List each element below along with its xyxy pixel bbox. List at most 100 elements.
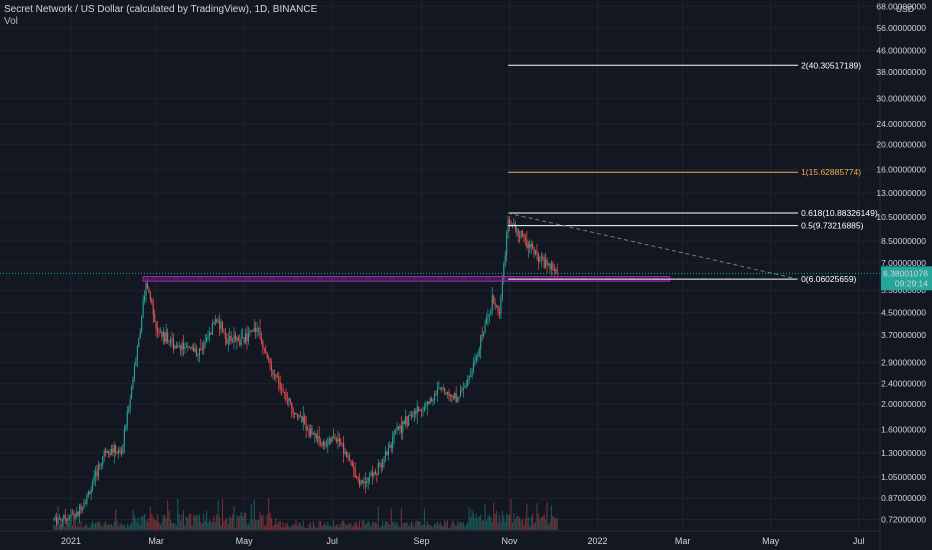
candle-body [213, 323, 215, 325]
volume-bar [123, 524, 125, 530]
candle-body [265, 349, 267, 353]
volume-bar [533, 523, 535, 530]
volume-bar [269, 512, 271, 530]
candle-body [304, 416, 306, 425]
volume-bar [494, 514, 496, 530]
candle-body [90, 489, 92, 494]
volume-bar [309, 522, 312, 530]
volume-bar [240, 511, 242, 530]
candle-body [431, 398, 433, 402]
candle-body [446, 391, 449, 395]
volume-bar [164, 514, 166, 530]
candle-body [295, 412, 297, 415]
candle-body [493, 295, 495, 303]
candle-body [142, 300, 144, 316]
candle-body [86, 494, 88, 504]
volume-bar [536, 503, 538, 530]
candle-body [472, 362, 475, 372]
volume-bar [444, 520, 446, 530]
volume-bar [305, 527, 307, 530]
candle-body [494, 302, 496, 306]
candle-body [269, 358, 271, 365]
volume-bar [526, 503, 528, 530]
volume-bar [220, 524, 222, 530]
volume-bar [471, 510, 473, 530]
fib-level-label: 0(6.06025659) [801, 274, 856, 284]
volume-bar [318, 520, 320, 530]
candle-body [487, 316, 489, 319]
candle-body [171, 338, 173, 341]
candle-body [237, 337, 239, 342]
symbol-title[interactable]: Secret Network / US Dollar (calculated b… [4, 4, 318, 15]
volume-bar [400, 507, 402, 530]
candle-body [175, 345, 177, 348]
candle-body [402, 421, 404, 433]
volume-bar [92, 520, 94, 530]
volume-bar [126, 523, 128, 530]
candle-body [366, 481, 368, 484]
volume-bar [223, 521, 225, 530]
volume-bar [204, 521, 206, 530]
volume-bar [136, 522, 138, 530]
candle-body [266, 352, 268, 359]
time-axis[interactable]: 2021 Mar May Jul Sep Nov 2022 Mar May Jul [61, 536, 864, 546]
candle-body [358, 479, 361, 486]
volume-bar [86, 525, 88, 530]
candle-body [327, 443, 329, 446]
candle-body [243, 337, 245, 343]
candle-body [152, 302, 154, 315]
volume-bar [201, 523, 203, 530]
volume-bar [224, 519, 226, 530]
candle-body [249, 332, 251, 334]
volume-bar [395, 524, 397, 530]
candle-body [54, 517, 56, 519]
volume-bar [338, 527, 340, 530]
volume-bar [483, 520, 485, 530]
candle-body [367, 478, 369, 482]
candle-body [180, 345, 182, 351]
candle-body [110, 448, 112, 456]
candle-body [491, 295, 493, 310]
candle-body [386, 451, 388, 455]
volume-bar [340, 524, 342, 530]
volume-bar [167, 500, 169, 530]
candle-body [100, 464, 102, 466]
drawings[interactable]: 2(40.30517189) 1(15.62885774) 0.618(10.883… [0, 60, 880, 284]
candle-body [392, 436, 394, 448]
volume-bar [237, 516, 239, 530]
volume-bar [207, 522, 209, 530]
volume-bar [141, 515, 143, 530]
volume-bar [187, 517, 189, 530]
candle-body [232, 341, 234, 342]
volume-bar [260, 516, 262, 530]
candle-body [58, 518, 61, 520]
candle-body [129, 399, 131, 409]
volume-bar [496, 511, 498, 530]
candle-body [234, 335, 237, 340]
current-price-value: 6.38001076 [883, 268, 928, 278]
candle-body [322, 441, 325, 446]
candle-body [103, 450, 105, 457]
candle-body [377, 463, 379, 475]
candle-body [395, 430, 397, 431]
fib-level-label: 1(15.62885774) [801, 167, 861, 177]
candle-body [155, 321, 157, 329]
candle-body [321, 443, 323, 446]
candle-body [174, 345, 176, 349]
volume-bar [425, 524, 427, 530]
volume-bar [333, 520, 335, 530]
volume-bar [119, 523, 121, 530]
candle-body [552, 263, 554, 269]
volume-bar [56, 522, 58, 530]
candle-body [396, 426, 398, 431]
volume-bar [135, 518, 137, 530]
volume-bar [146, 521, 149, 530]
volume-bar [507, 514, 509, 530]
volume-bar [335, 525, 337, 530]
candle-body [260, 337, 262, 341]
candle-body [519, 235, 521, 237]
volume-bar [555, 518, 557, 530]
volume-bar [423, 508, 425, 530]
